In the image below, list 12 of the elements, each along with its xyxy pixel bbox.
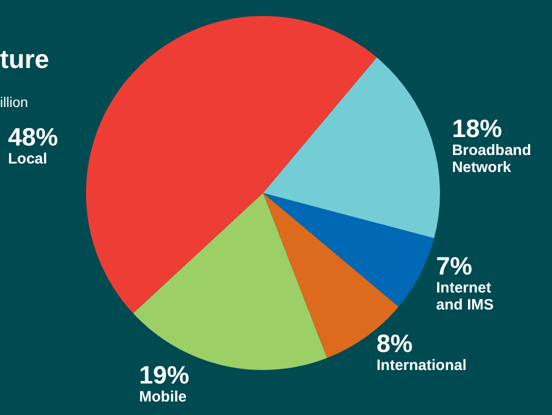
slice-label: International (376, 357, 467, 374)
slice-label: Mobile (139, 388, 187, 406)
data-label: 48% (8, 123, 58, 152)
text: illion (0, 94, 28, 110)
slice-label: Internet and IMS (436, 280, 494, 314)
data-label: 8% (376, 330, 413, 358)
data-label: 7% (436, 252, 472, 281)
text: ture (0, 44, 50, 75)
slice-label: Broadband Network (452, 142, 532, 176)
data-label: 19% (139, 362, 190, 390)
slice-label: Local (8, 150, 48, 168)
data-label: 18% (452, 114, 502, 143)
